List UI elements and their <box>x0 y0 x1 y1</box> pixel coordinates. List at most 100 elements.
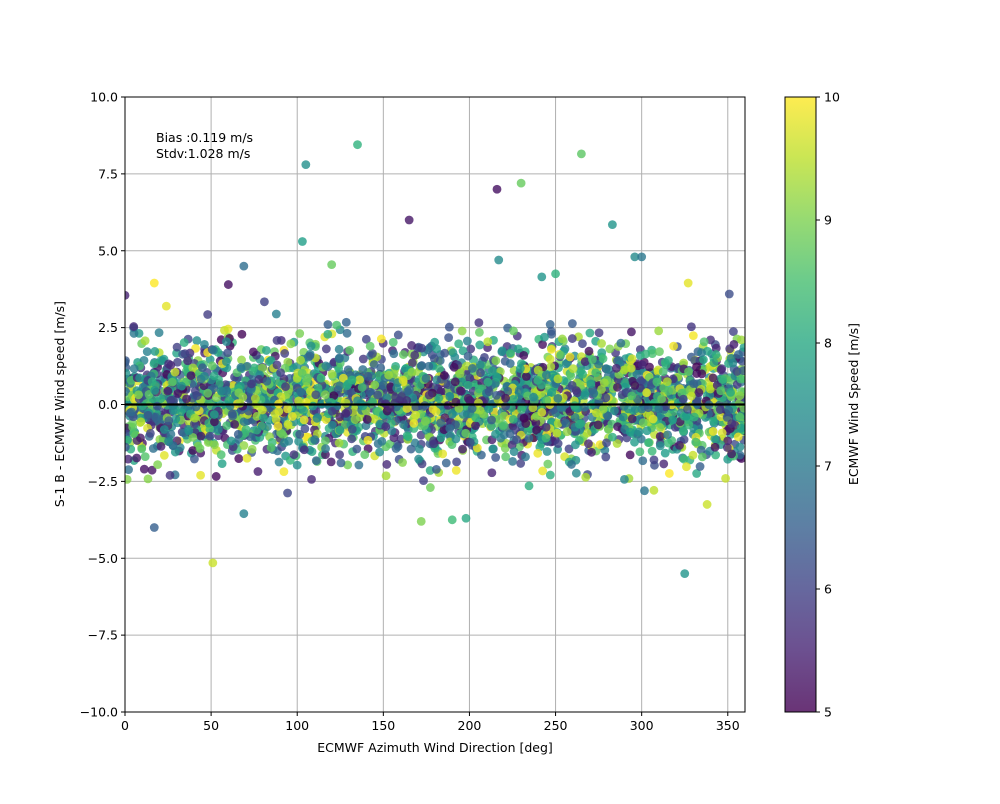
data-point-1977 <box>311 456 321 466</box>
data-point-3214 <box>447 515 457 525</box>
data-point-2553 <box>125 465 133 475</box>
data-point-2646 <box>196 431 206 441</box>
y-tick-label-5: 2.5 <box>98 320 118 335</box>
data-point-3146 <box>164 436 173 446</box>
data-point-1388 <box>625 450 635 460</box>
data-point-3108 <box>716 386 726 396</box>
data-point-2024 <box>376 363 386 373</box>
data-point-3080 <box>381 422 391 432</box>
data-point-2623 <box>699 337 709 347</box>
data-point-3113 <box>620 378 630 388</box>
data-point-2210 <box>601 452 611 462</box>
data-point-2870 <box>363 435 373 445</box>
data-point-3202 <box>149 523 159 532</box>
data-point-3001 <box>568 364 578 374</box>
data-point-2737 <box>726 354 736 363</box>
data-point-2695 <box>207 361 217 371</box>
data-point-2831 <box>402 404 412 413</box>
data-point-3199 <box>461 428 471 438</box>
data-point-2123 <box>546 362 556 372</box>
data-point-2422 <box>296 355 306 365</box>
data-point-3114 <box>125 368 131 378</box>
data-point-2796 <box>655 347 664 357</box>
data-point-3128 <box>398 375 408 385</box>
data-point-2764 <box>242 453 252 463</box>
data-point-347 <box>292 460 302 470</box>
data-point-2933 <box>505 429 515 439</box>
data-point-1503 <box>612 439 622 448</box>
data-point-2964 <box>281 382 290 392</box>
data-point-2539 <box>711 343 721 353</box>
data-point-1179 <box>391 444 401 453</box>
data-point-3060 <box>320 390 330 399</box>
data-point-1641 <box>352 444 362 454</box>
data-point-2925 <box>257 421 267 431</box>
data-point-3145 <box>294 396 304 406</box>
data-point-3129 <box>347 424 357 434</box>
data-point-2446 <box>679 454 689 464</box>
data-point-2669 <box>368 349 377 358</box>
data-point-2455 <box>326 457 336 467</box>
data-point-3088 <box>611 363 621 373</box>
data-point-3066 <box>440 348 450 358</box>
x-tick-label-1: 50 <box>203 718 219 733</box>
data-point-660 <box>261 346 271 355</box>
data-point-752 <box>271 309 281 319</box>
data-point-2845 <box>188 446 198 455</box>
data-point-557 <box>140 452 150 462</box>
data-point-3006 <box>708 427 718 436</box>
data-point-2949 <box>695 462 705 471</box>
data-point-1173 <box>432 344 442 354</box>
data-point-3178 <box>363 371 373 381</box>
data-point-3142 <box>648 414 658 424</box>
data-point-264 <box>321 344 331 354</box>
data-point-2119 <box>200 339 209 349</box>
x-tick-label-0: 0 <box>121 718 129 733</box>
data-point-3226 <box>683 278 693 288</box>
data-point-2846 <box>311 390 321 400</box>
data-point-3186 <box>164 416 174 426</box>
data-point-1667 <box>655 431 665 441</box>
data-point-681 <box>192 336 202 345</box>
data-point-3090 <box>222 357 231 366</box>
data-point-2696 <box>384 370 394 380</box>
data-point-3079 <box>727 419 737 428</box>
data-point-2732 <box>139 464 149 474</box>
data-point-2156 <box>300 424 310 434</box>
data-point-1780 <box>451 465 461 475</box>
x-tick-label-7: 350 <box>716 718 740 733</box>
data-point-2259 <box>531 418 541 428</box>
data-point-2617 <box>377 436 387 446</box>
data-point-2892 <box>465 438 475 447</box>
data-point-3030 <box>407 341 416 350</box>
data-point-2587 <box>601 364 611 374</box>
data-point-3132 <box>235 398 245 408</box>
data-point-2926 <box>254 375 264 384</box>
data-point-3127 <box>145 428 155 438</box>
data-point-2897 <box>407 367 417 377</box>
data-point-1559 <box>429 354 439 364</box>
data-point-3121 <box>630 404 640 414</box>
data-point-3112 <box>694 388 704 397</box>
data-point-1448 <box>567 334 577 343</box>
data-point-2557 <box>503 386 513 396</box>
data-point-2817 <box>463 380 473 390</box>
data-point-2725 <box>283 404 292 414</box>
data-point-266 <box>295 329 305 338</box>
data-point-3027 <box>697 348 706 358</box>
data-point-2997 <box>484 387 494 396</box>
data-point-2285 <box>294 437 304 446</box>
y-tick-label-4: 0.0 <box>98 397 118 412</box>
data-point-2806 <box>682 462 691 472</box>
data-point-3216 <box>492 184 502 194</box>
data-point-1764 <box>644 438 653 447</box>
data-point-2574 <box>361 334 371 344</box>
data-point-3209 <box>297 237 307 246</box>
data-point-2886 <box>365 341 375 351</box>
data-point-2851 <box>369 360 379 369</box>
bias-annotation: Bias :0.119 m/s <box>156 130 253 145</box>
data-point-1973 <box>136 433 145 443</box>
data-point-2516 <box>277 429 287 439</box>
data-point-2823 <box>166 429 176 439</box>
data-point-1827 <box>391 362 401 371</box>
